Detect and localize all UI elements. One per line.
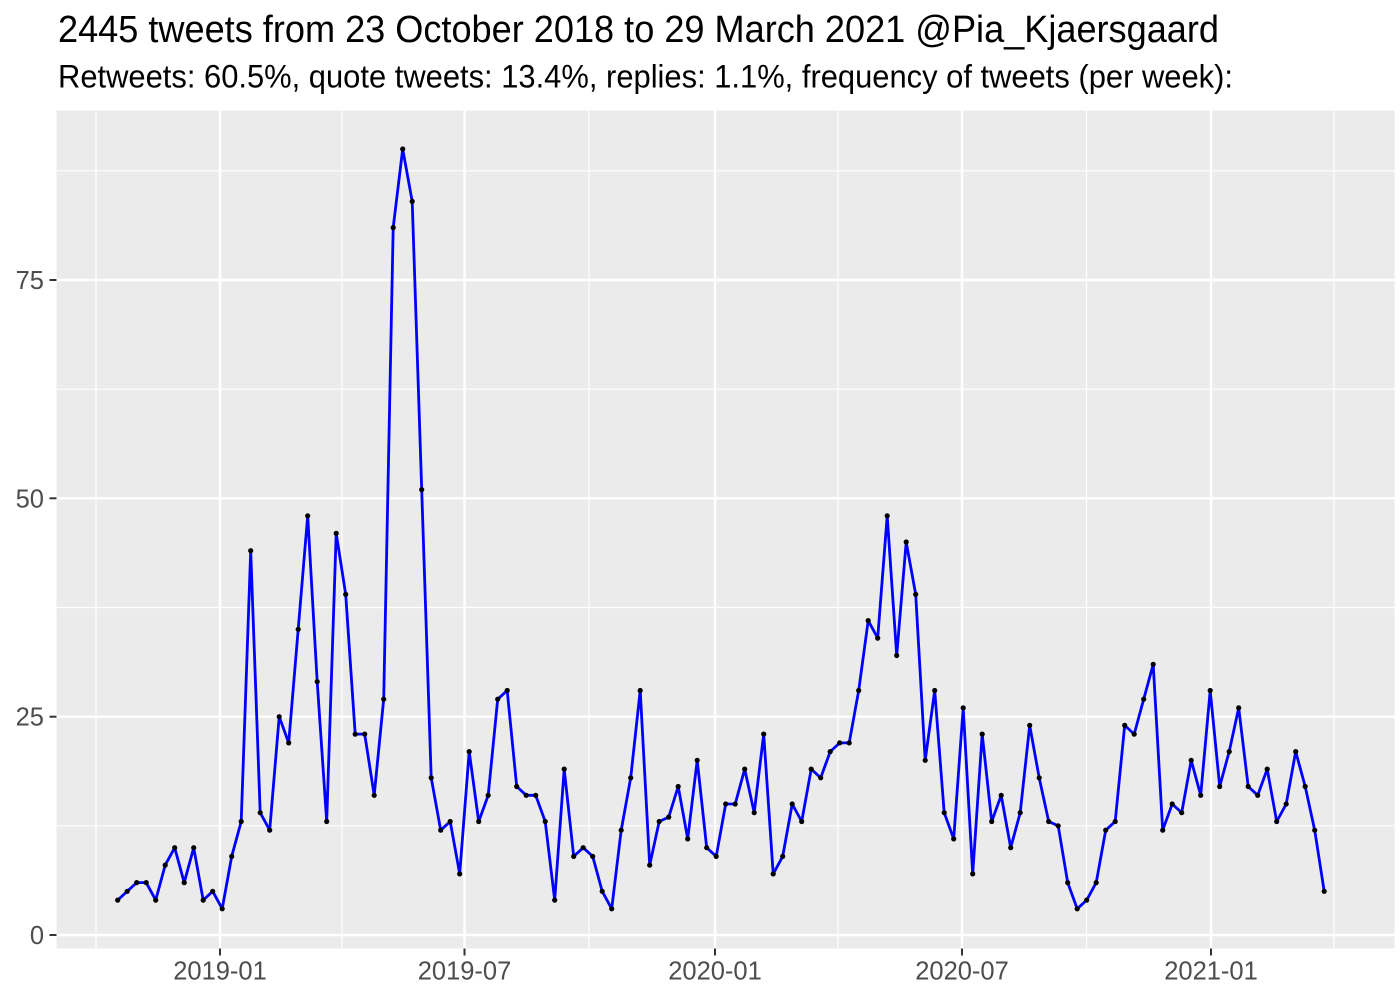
svg-text:25: 25	[16, 704, 44, 732]
svg-text:Retweets: 60.5%, quote tweets:: Retweets: 60.5%, quote tweets: 13.4%, re…	[58, 59, 1233, 95]
svg-text:2021-01: 2021-01	[1164, 958, 1258, 986]
svg-text:2445 tweets from 23 October 20: 2445 tweets from 23 October 2018 to 29 M…	[58, 9, 1219, 51]
svg-text:50: 50	[16, 485, 44, 513]
svg-text:0: 0	[30, 922, 44, 950]
svg-text:2019-01: 2019-01	[173, 958, 267, 986]
svg-text:2019-07: 2019-07	[418, 958, 512, 986]
svg-text:2020-01: 2020-01	[668, 958, 762, 986]
svg-text:75: 75	[16, 267, 44, 295]
svg-text:2020-07: 2020-07	[915, 958, 1009, 986]
